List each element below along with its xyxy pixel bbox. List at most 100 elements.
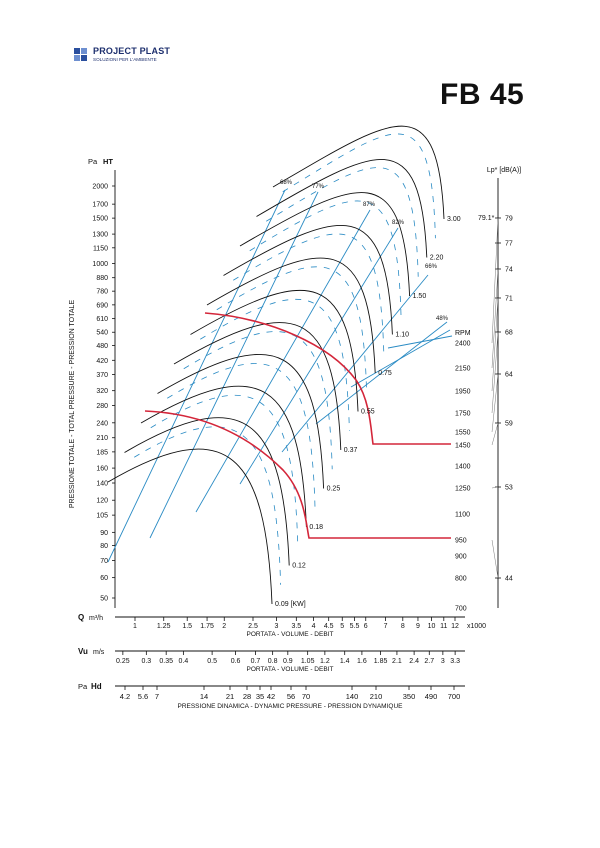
- rpm-tick-label: 700: [455, 606, 467, 613]
- dynamic-pressure-tick-label: 4.2: [120, 692, 130, 701]
- velocity-tick-label: 0.25: [116, 658, 130, 665]
- velocity-tick-label: 2.1: [392, 658, 402, 665]
- velocity-tick-label: 1.85: [374, 658, 388, 665]
- power-label: 0.55: [361, 409, 375, 416]
- dynamic-pressure-tick-label: 21: [226, 692, 234, 701]
- velocity-tick-label: 2.4: [409, 658, 419, 665]
- speed-curve: [239, 192, 411, 297]
- noise-max-label: 79.1*: [478, 215, 495, 222]
- noise-tick-label: 44: [505, 576, 513, 583]
- velocity-tick-label: 1.4: [340, 658, 350, 665]
- velocity-tick-label: 0.6: [231, 658, 241, 665]
- speed-curves: [107, 125, 445, 605]
- pressure-tick-label: 280: [96, 403, 108, 410]
- noise-tick-label: 71: [505, 296, 513, 303]
- pressure-tick-label: 240: [96, 420, 108, 427]
- pressure-unit-symbol: HT: [103, 157, 113, 166]
- logo-mark-icon: [74, 48, 88, 62]
- flow-unit: m³/h: [89, 615, 103, 622]
- flow-tick-label: 2: [222, 623, 226, 630]
- velocity-axis: Vu m/s 0.25 0.3 0.35 0.4 0.5 0.6 0.7 0.8 0.9 1.05 1.…: [78, 647, 465, 673]
- speed-curve: [223, 224, 393, 335]
- pressure-tick-label: 610: [96, 316, 108, 323]
- dynamic-pressure-tick-label: 70: [302, 692, 310, 701]
- dynamic-pressure-tick-label: 28: [243, 692, 251, 701]
- speed-curve: [157, 353, 325, 489]
- efficiency-line: [239, 227, 399, 485]
- speed-curve: [140, 385, 307, 528]
- pressure-tick-label: 320: [96, 388, 108, 395]
- velocity-tick-label: 0.35: [159, 658, 173, 665]
- pressure-tick-label: 70: [100, 558, 108, 565]
- flow-tick-label: 1.75: [200, 623, 214, 630]
- rpm-tick-label: 900: [455, 554, 467, 561]
- noise-tick-label: 59: [505, 421, 513, 428]
- rpm-tick-label: 1750: [455, 411, 471, 418]
- noise-link-line: [491, 486, 499, 489]
- operating-lines: [144, 312, 451, 539]
- efficiency-line: [195, 209, 371, 513]
- efficiency-line: [149, 191, 319, 539]
- rpm-tick-label: 950: [455, 538, 467, 545]
- noise-tick-label: 74: [505, 267, 513, 274]
- pressure-tick-label: 160: [96, 466, 108, 473]
- operating-line-1450: [204, 312, 451, 445]
- pressure-tick-label: 420: [96, 358, 108, 365]
- speed-curve: [190, 289, 359, 412]
- efficiency-guide-curve: [183, 331, 333, 470]
- pressure-tick-label: 80: [100, 543, 108, 550]
- velocity-tick-label: 1.2: [320, 658, 330, 665]
- dynamic-pressure-tick-label: 7: [155, 692, 159, 701]
- velocity-symbol: Vu: [78, 647, 88, 656]
- noise-tick-label: 64: [505, 372, 513, 379]
- power-label: 3.00: [447, 216, 461, 223]
- dynamic-pressure-tick-label: 14: [200, 692, 208, 701]
- rpm-tick-label: 1400: [455, 464, 471, 471]
- velocity-tick-label: 0.8: [268, 658, 278, 665]
- flow-tick-label: 3.5: [291, 623, 301, 630]
- efficiency-label: 87%: [363, 202, 376, 208]
- rpm-tick-label: 1250: [455, 486, 471, 493]
- pressure-axis-label: PRESSIONE TOTALE - TOTAL PRESSURE - PRES…: [69, 300, 76, 509]
- flow-tick-label: 4.5: [324, 623, 334, 630]
- pressure-tick-label: 1500: [92, 216, 108, 223]
- power-label: 0.75: [378, 370, 392, 377]
- noise-link-line: [491, 422, 499, 446]
- dynamic-pressure-tick-label: 350: [403, 692, 416, 701]
- pressure-tick-label: 90: [100, 530, 108, 537]
- velocity-tick-label: 0.3: [141, 658, 151, 665]
- efficiency-line: [387, 335, 453, 349]
- rpm-tick-label: 800: [455, 576, 467, 583]
- pressure-tick-label: 120: [96, 498, 108, 505]
- dynamic-pressure-symbol: Hd: [91, 682, 102, 691]
- axes-group: Pa HT PRESSIONE TOTALE - TOTAL PRESSURE - …: [69, 157, 116, 608]
- rpm-tick-label: 2400: [455, 341, 471, 348]
- efficiency-line: [350, 329, 451, 388]
- velocity-tick-label: 0.7: [251, 658, 261, 665]
- dynamic-pressure-tick-label: 490: [425, 692, 438, 701]
- noise-link-line: [491, 373, 499, 433]
- pressure-tick-label: 1150: [93, 245, 108, 252]
- flow-tick-label: 4: [312, 623, 316, 630]
- efficiency-line: [281, 274, 429, 453]
- rpm-tick-label: 1550: [455, 430, 471, 437]
- operating-line-950: [144, 410, 451, 539]
- efficiency-label: 68%: [280, 180, 293, 186]
- velocity-unit: m/s: [93, 649, 105, 656]
- model-title: FB 45: [440, 78, 525, 111]
- pressure-tick-label: 60: [100, 575, 108, 582]
- pressure-unit-prefix: Pa: [88, 157, 98, 166]
- pressure-tick-label: 880: [96, 275, 108, 282]
- velocity-tick-label: 0.5: [207, 658, 217, 665]
- power-label: 1.10: [395, 332, 409, 339]
- efficiency-label: 66%: [425, 264, 438, 270]
- speed-curve: [107, 448, 273, 605]
- flow-tick-label: 3: [275, 623, 279, 630]
- efficiency-label: 77%: [312, 184, 325, 190]
- noise-tick-label: 79: [505, 216, 513, 223]
- flow-tick-label: 10: [428, 623, 436, 630]
- brand-name: PROJECT PLAST: [93, 46, 171, 56]
- flow-tick-label: 1: [133, 623, 137, 630]
- flow-tick-label: 5.5: [350, 623, 360, 630]
